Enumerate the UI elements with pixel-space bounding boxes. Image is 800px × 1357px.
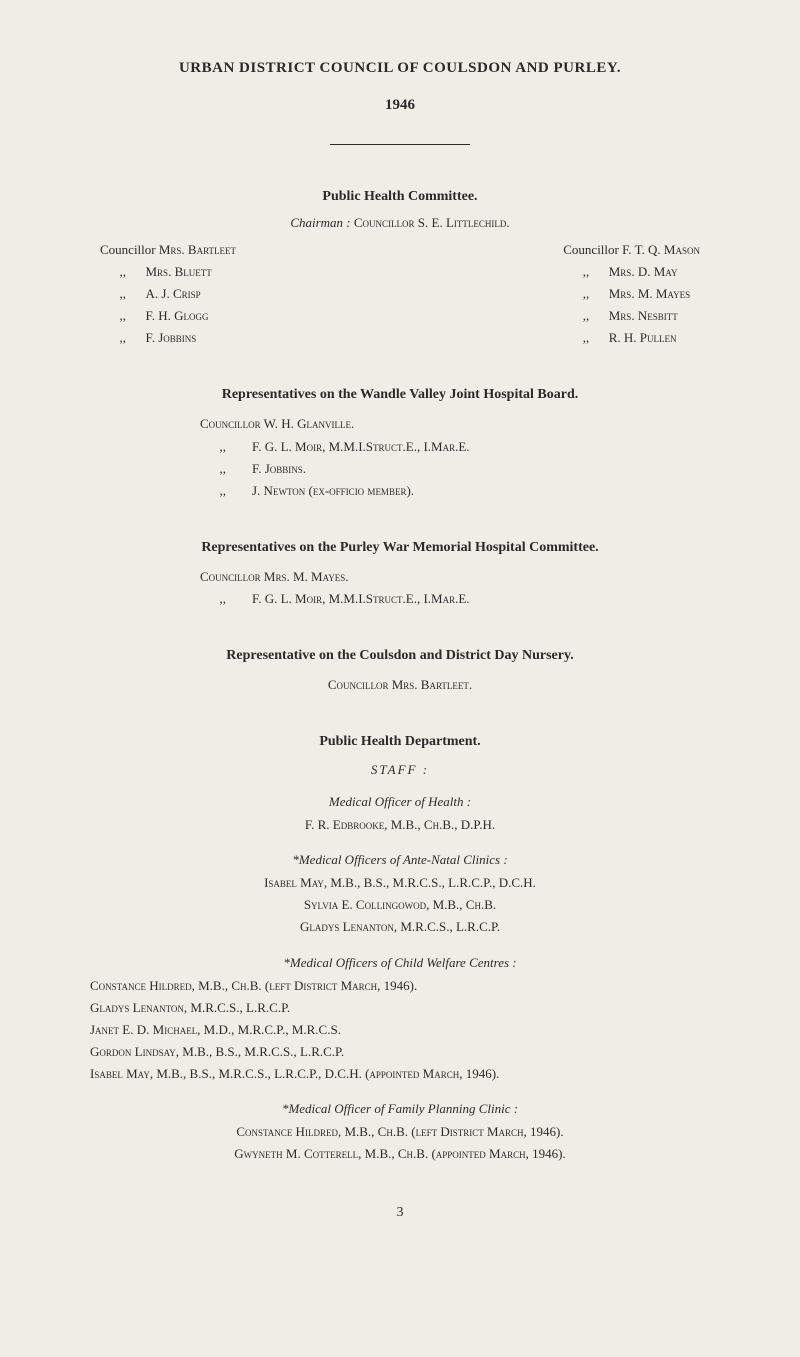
moh-name: F. R. Edbrooke, M.B., Ch.B., D.P.H. bbox=[90, 814, 710, 836]
antenatal-label: *Medical Officers of Ante-Natal Clinics … bbox=[90, 852, 710, 868]
wandle-heading: Representatives on the Wandle Valley Joi… bbox=[90, 387, 710, 403]
committee-right-col: Councillor F. T. Q. Mason ,, Mrs. D. May… bbox=[563, 239, 700, 349]
committee-columns: Councillor Mrs. Bartleet ,, Mrs. Bluett … bbox=[90, 239, 710, 349]
purley-lines: Councillor Mrs. M. Mayes. ,, F. G. L. Mo… bbox=[90, 566, 710, 610]
chairman-line: Chairman : Councillor S. E. Littlechild. bbox=[90, 215, 710, 231]
document-year: 1946 bbox=[90, 97, 710, 114]
family-lines: Constance Hildred, M.B., Ch.B. (left Dis… bbox=[90, 1121, 710, 1165]
committee-heading: Public Health Committee. bbox=[90, 189, 710, 205]
welfare-label: *Medical Officers of Child Welfare Centr… bbox=[90, 955, 710, 971]
dept-heading: Public Health Department. bbox=[90, 734, 710, 750]
page-number: 3 bbox=[90, 1205, 710, 1221]
nursery-heading: Representative on the Coulsdon and Distr… bbox=[90, 648, 710, 664]
staff-label: STAFF : bbox=[90, 762, 710, 778]
welfare-lines: Constance Hildred, M.B., Ch.B. (left Dis… bbox=[90, 975, 710, 1085]
committee-left-col: Councillor Mrs. Bartleet ,, Mrs. Bluett … bbox=[100, 239, 236, 349]
nursery-line: Councillor Mrs. Bartleet. bbox=[90, 674, 710, 696]
family-label: *Medical Officer of Family Planning Clin… bbox=[90, 1101, 710, 1117]
chairman-prefix: Chairman : bbox=[290, 215, 350, 230]
purley-heading: Representatives on the Purley War Memori… bbox=[90, 540, 710, 556]
antenatal-lines: Isabel May, M.B., B.S., M.R.C.S., L.R.C.… bbox=[90, 872, 710, 938]
moh-name-text: F. R. Edbrooke, M.B., Ch.B., D.P.H. bbox=[305, 817, 495, 832]
wandle-lines: Councillor W. H. Glanville. ,, F. G. L. … bbox=[90, 413, 710, 501]
divider bbox=[330, 144, 470, 145]
nursery-name: Councillor Mrs. Bartleet. bbox=[328, 677, 472, 692]
moh-label: Medical Officer of Health : bbox=[90, 794, 710, 810]
chairman-name: Councillor S. E. Littlechild. bbox=[354, 215, 510, 230]
document-title: URBAN DISTRICT COUNCIL OF COULSDON AND P… bbox=[90, 60, 710, 77]
